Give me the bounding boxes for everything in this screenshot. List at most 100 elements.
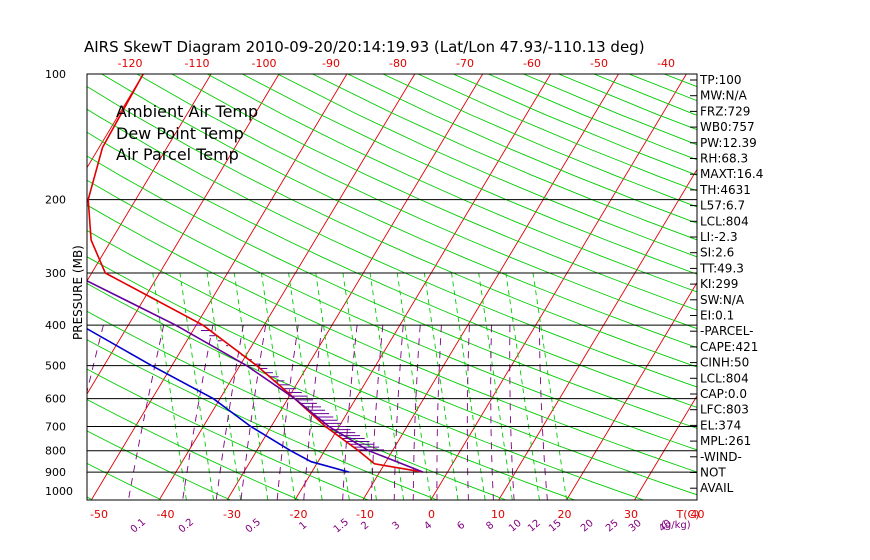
stat-item: RH:68.3 bbox=[700, 152, 748, 166]
mixing-ratio-line bbox=[182, 325, 214, 500]
plot-frame bbox=[86, 73, 698, 501]
isotherm-line bbox=[87, 74, 212, 282]
dew-point-temp-line bbox=[87, 327, 350, 473]
top-temp-tick-label: -70 bbox=[456, 57, 474, 70]
y-axis-label: PRESSURE (MB) bbox=[71, 245, 85, 340]
pressure-tick-label: 500 bbox=[45, 360, 66, 373]
mixing-ratio-tick-label: 0.5 bbox=[244, 517, 263, 536]
pressure-tick-label: 300 bbox=[45, 267, 66, 280]
dry-adiabat-line bbox=[171, 74, 697, 311]
bottom-temp-tick-label: -30 bbox=[223, 508, 241, 521]
dry-adiabat-line bbox=[87, 283, 575, 500]
mixing-ratio-line bbox=[412, 325, 421, 500]
dry-adiabat-line bbox=[87, 204, 697, 473]
mixing-ratio-line bbox=[276, 325, 299, 500]
isotherm-line bbox=[87, 74, 144, 169]
stat-item: NOT bbox=[700, 466, 726, 480]
dry-adiabat-line bbox=[312, 74, 697, 241]
dry-adiabat-line bbox=[0, 74, 24, 500]
background-grid bbox=[0, 74, 697, 500]
top-temp-tick-label: -120 bbox=[118, 57, 143, 70]
stat-item: LCL:804 bbox=[700, 214, 749, 228]
moist-adiabat-line bbox=[505, 272, 540, 500]
dry-adiabat-line bbox=[242, 74, 697, 275]
mixing-ratio-line bbox=[370, 325, 384, 500]
stat-item: WB0:757 bbox=[700, 120, 755, 134]
top-temp-tick-label: -80 bbox=[389, 57, 407, 70]
stat-item: EL:374 bbox=[700, 418, 741, 432]
bottom-temp-tick-label: 0 bbox=[428, 508, 435, 521]
stat-item: -PARCEL- bbox=[700, 324, 754, 338]
moist-adiabat-line bbox=[233, 272, 269, 500]
isotherm-line bbox=[226, 74, 484, 500]
stat-item: AVAIL bbox=[700, 481, 734, 495]
mixing-ratio-line bbox=[393, 325, 404, 500]
mixing-ratio-tick-label: 10 bbox=[507, 518, 524, 535]
moist-adiabat-line bbox=[478, 272, 513, 500]
dry-adiabat-line bbox=[87, 310, 507, 500]
stat-item: CAP:0.0 bbox=[700, 387, 747, 401]
bottom-temp-tick-label: -10 bbox=[356, 508, 374, 521]
mixing-ratio-tick-label: 1 bbox=[297, 520, 309, 533]
isotherm-line bbox=[362, 74, 619, 500]
x-axis-unit-label: T(C) bbox=[676, 508, 700, 521]
moist-adiabat-line bbox=[288, 272, 323, 500]
top-temp-tick-label: -110 bbox=[185, 57, 210, 70]
dry-adiabat-line bbox=[87, 85, 697, 368]
sounding-curves bbox=[87, 74, 424, 473]
isotherm-line bbox=[87, 74, 280, 395]
bottom-temp-tick-label: 40 bbox=[691, 508, 705, 521]
mixing-ratio-line bbox=[490, 325, 494, 500]
stat-item: CAPE:421 bbox=[700, 340, 758, 354]
dry-adiabat-line bbox=[87, 179, 697, 451]
isotherm-line bbox=[158, 74, 416, 500]
legend-dewpoint: Dew Point Temp bbox=[116, 124, 244, 143]
dry-adiabat-line bbox=[663, 74, 697, 88]
mixing-ratio-line bbox=[87, 325, 104, 394]
isotherm-line bbox=[498, 168, 697, 500]
moist-adiabat-line bbox=[451, 272, 486, 500]
dry-adiabat-line bbox=[277, 74, 697, 258]
dry-adiabat-line bbox=[87, 339, 438, 500]
moist-adiabat-line bbox=[179, 272, 214, 500]
isotherm-line bbox=[566, 281, 697, 500]
pressure-tick-label: 200 bbox=[45, 194, 66, 207]
isotherm-line bbox=[294, 74, 551, 500]
stat-item: TH:4631 bbox=[699, 183, 751, 197]
pressure-tick-label: 700 bbox=[45, 421, 66, 434]
stat-item: -WIND- bbox=[700, 450, 742, 464]
bottom-temp-tick-label: -50 bbox=[90, 508, 108, 521]
mixing-ratio-line bbox=[509, 325, 515, 500]
air-parcel-temp-line bbox=[87, 279, 424, 473]
stat-item: SW:N/A bbox=[700, 293, 745, 307]
pressure-tick-label: 900 bbox=[45, 466, 66, 479]
moist-adiabat-line bbox=[152, 272, 187, 500]
stat-item: MAXT:16.4 bbox=[700, 167, 763, 181]
stat-item: LI:-2.3 bbox=[700, 230, 738, 244]
legend-parcel: Air Parcel Temp bbox=[116, 145, 239, 164]
mixing-ratio-tick-label: 2 bbox=[359, 520, 371, 533]
pressure-tick-label: 800 bbox=[45, 445, 66, 458]
dry-adiabat-line bbox=[87, 131, 697, 408]
stat-item: PW:12.39 bbox=[700, 136, 757, 150]
stat-item: MW:N/A bbox=[700, 89, 748, 103]
mixing-ratio-tick-label: 3 bbox=[390, 520, 402, 533]
mixing-ratio-line bbox=[240, 325, 267, 500]
stat-item: TT:49.3 bbox=[699, 261, 744, 275]
isotherm-line bbox=[0, 74, 75, 500]
dry-adiabat-line bbox=[87, 398, 300, 500]
isotherm-line bbox=[430, 74, 687, 500]
stat-item: LCL:804 bbox=[700, 371, 749, 385]
top-temp-tick-label: -100 bbox=[252, 57, 277, 70]
stat-item: LFC:803 bbox=[700, 403, 749, 417]
mixing-ratio-tick-label: 12 bbox=[526, 518, 543, 535]
isotherm-line bbox=[0, 74, 7, 500]
stat-item: KI:299 bbox=[700, 277, 738, 291]
bottom-temp-tick-label: 30 bbox=[624, 508, 638, 521]
mixing-ratio-line bbox=[127, 325, 165, 500]
stat-item: L57:6.7 bbox=[700, 199, 745, 213]
moist-adiabat-line bbox=[206, 272, 242, 500]
